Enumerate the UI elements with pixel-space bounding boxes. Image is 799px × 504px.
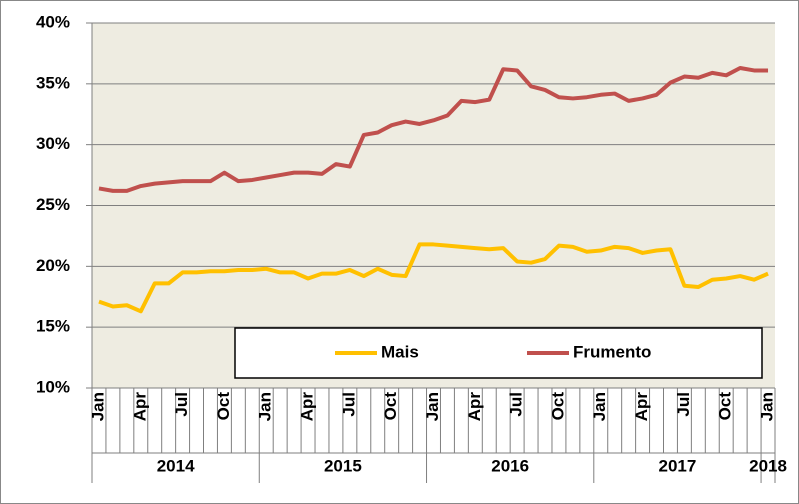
x-tick-label: Jan	[758, 392, 777, 421]
series-line	[98, 242, 769, 314]
x-tick-label: Apr	[465, 392, 484, 422]
y-tick-label: 10%	[36, 377, 70, 396]
x-tick-label: Jan	[88, 392, 107, 421]
y-tick-label: 35%	[36, 73, 70, 92]
series-line	[98, 66, 769, 193]
x-tick-label: Jul	[172, 392, 191, 417]
y-tick-label: 30%	[36, 134, 70, 153]
x-tick-label: Apr	[130, 392, 149, 422]
x-tick-label: Apr	[298, 392, 317, 422]
x-group-label: 2018	[749, 456, 787, 475]
x-group-label: 2015	[324, 456, 362, 475]
x-tick-label: Jul	[339, 392, 358, 417]
y-tick-label: 25%	[36, 195, 70, 214]
legend-box	[234, 327, 763, 379]
x-tick-label: Jan	[423, 392, 442, 421]
x-tick-label: Apr	[632, 392, 651, 422]
x-tick-label: Oct	[548, 392, 567, 421]
legend-label: Mais	[381, 342, 419, 361]
y-tick-label: 20%	[36, 256, 70, 275]
x-group-label: 2014	[157, 456, 195, 475]
x-tick-label: Jul	[507, 392, 526, 417]
x-tick-label: Jan	[590, 392, 609, 421]
x-group-label: 2017	[659, 456, 697, 475]
x-tick-label: Oct	[214, 392, 233, 421]
x-group-label: 2016	[491, 456, 529, 475]
y-tick-label: 40%	[36, 12, 70, 31]
x-tick-label: Oct	[381, 392, 400, 421]
y-tick-label: 15%	[36, 317, 70, 336]
x-tick-label: Jan	[256, 392, 275, 421]
legend-label: Frumento	[573, 342, 651, 361]
x-tick-label: Jul	[674, 392, 693, 417]
x-tick-label: Oct	[716, 392, 735, 421]
